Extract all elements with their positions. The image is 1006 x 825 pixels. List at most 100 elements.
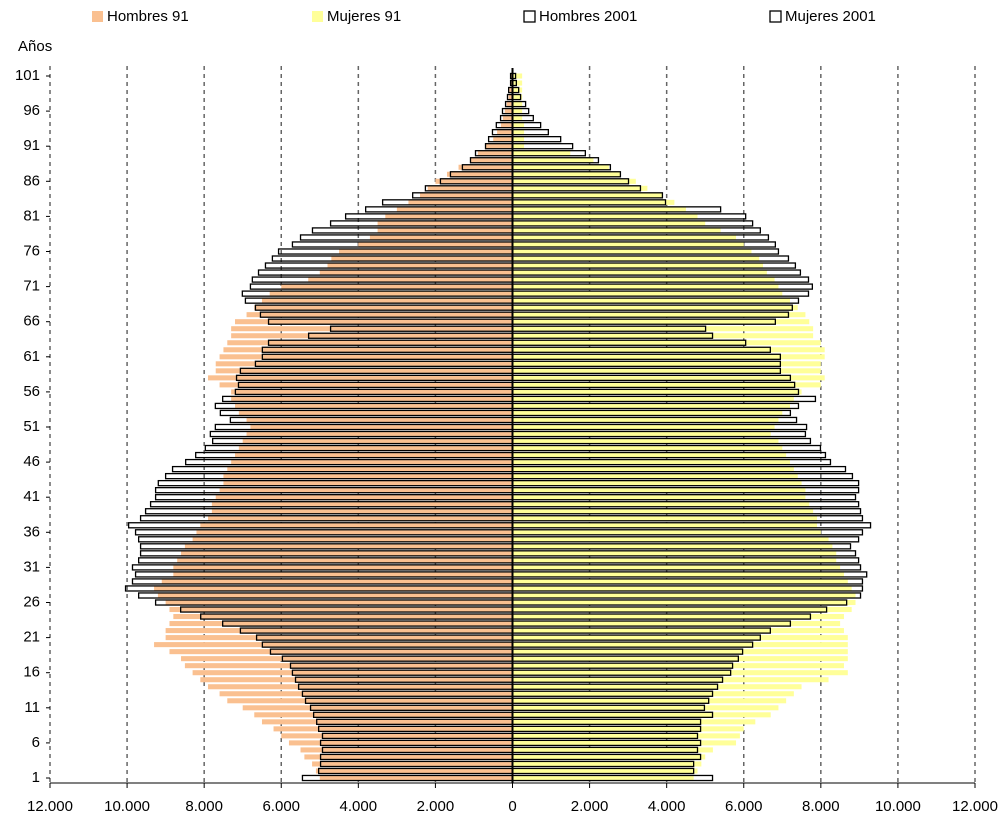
- bar: [184, 543, 513, 549]
- bar: [512, 719, 756, 725]
- bar: [250, 424, 513, 430]
- bar: [169, 606, 513, 613]
- bar: [377, 227, 513, 233]
- bar: [508, 94, 513, 100]
- bar: [327, 263, 513, 269]
- bar: [512, 122, 525, 128]
- bar: [184, 663, 513, 669]
- bar: [396, 206, 513, 212]
- bar: [512, 227, 721, 233]
- bar: [512, 536, 829, 542]
- bar: [512, 291, 783, 297]
- bar: [512, 220, 706, 226]
- bar: [408, 199, 513, 205]
- bar: [512, 480, 802, 486]
- bar: [512, 487, 806, 493]
- bar: [281, 733, 513, 739]
- x-tick-label: 6.000: [725, 798, 763, 815]
- y-tick-label: 76: [23, 242, 40, 259]
- bar: [254, 305, 513, 311]
- bar: [312, 761, 513, 767]
- bar: [173, 564, 513, 570]
- bar: [512, 564, 841, 570]
- bar: [200, 522, 513, 528]
- bar: [512, 185, 648, 191]
- bar: [512, 284, 779, 290]
- bar: [512, 347, 825, 353]
- bar: [169, 621, 513, 627]
- bar: [512, 178, 636, 184]
- x-tick-label: 4.000: [340, 798, 378, 815]
- bar: [446, 171, 513, 177]
- bar: [512, 248, 752, 255]
- bar: [512, 473, 798, 479]
- y-tick-label: 1: [32, 769, 40, 786]
- y-tick-label: 101: [15, 67, 40, 84]
- bar: [161, 578, 513, 584]
- bar: [235, 452, 513, 458]
- bar: [211, 501, 513, 507]
- bar: [154, 585, 513, 591]
- bar: [512, 164, 609, 170]
- bar: [208, 375, 513, 381]
- bar: [231, 333, 513, 339]
- bar: [512, 599, 856, 606]
- bar: [512, 199, 675, 205]
- x-tick-label: 0: [508, 798, 516, 815]
- bar: [269, 291, 513, 297]
- bar: [512, 726, 744, 732]
- x-tick-label: 2.000: [571, 798, 609, 815]
- bar: [512, 410, 783, 416]
- bar: [512, 270, 767, 276]
- bar: [154, 642, 513, 648]
- bar: [512, 277, 775, 283]
- bar: [512, 361, 821, 367]
- bar: [377, 220, 513, 226]
- bar: [227, 340, 513, 346]
- bar: [369, 234, 513, 240]
- bar: [512, 543, 833, 549]
- bar: [231, 326, 513, 332]
- bar: [261, 298, 513, 304]
- bar: [512, 529, 821, 535]
- bar: [315, 768, 513, 774]
- bar: [427, 185, 513, 191]
- bar: [512, 557, 837, 563]
- bar: [231, 396, 513, 402]
- bar: [512, 319, 810, 325]
- bar: [512, 670, 848, 676]
- bar: [512, 452, 787, 458]
- legend-swatch: [92, 11, 103, 22]
- y-tick-label: 36: [23, 523, 40, 540]
- bar: [458, 164, 513, 170]
- bar: [165, 628, 513, 634]
- bar: [512, 80, 523, 86]
- bar: [512, 698, 787, 704]
- bar: [339, 248, 513, 255]
- bar: [288, 740, 513, 746]
- bar: [512, 754, 706, 760]
- bar: [512, 403, 790, 409]
- bar: [512, 143, 525, 149]
- bar: [512, 705, 779, 711]
- bar: [512, 263, 764, 269]
- bar: [300, 747, 513, 753]
- bar: [308, 277, 513, 283]
- bar: [435, 178, 513, 184]
- bar: [512, 326, 814, 332]
- bar: [420, 192, 513, 198]
- bar: [246, 431, 513, 437]
- bar: [512, 129, 525, 135]
- x-tick-label: 6.000: [262, 798, 300, 815]
- y-tick-label: 86: [23, 172, 40, 189]
- bar: [215, 368, 513, 374]
- bar: [512, 733, 740, 739]
- legend-swatch: [523, 10, 536, 23]
- bar: [219, 487, 513, 493]
- x-tick-label: 2.000: [417, 798, 455, 815]
- bar: [215, 361, 513, 367]
- bar: [512, 150, 571, 156]
- bar: [512, 628, 844, 634]
- bar: [485, 143, 513, 149]
